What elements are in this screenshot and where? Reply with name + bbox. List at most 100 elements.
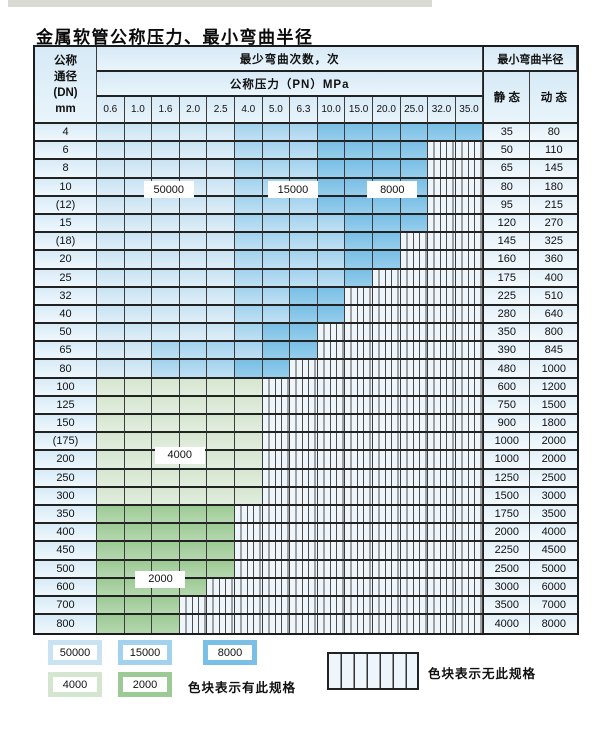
pressure-cell (179, 196, 208, 215)
pressure-cell (124, 214, 153, 234)
pressure-cell (345, 396, 373, 415)
pressure-cell (428, 287, 456, 306)
pressure-cell (262, 560, 291, 579)
pressure-cell (179, 142, 208, 161)
table-row: (12) 95 215 (35, 196, 578, 215)
pressure-cell (234, 433, 263, 452)
pressure-cell (124, 142, 153, 161)
table-row: (175) 1000 2000 (35, 433, 578, 452)
dn-cell: 350 (35, 505, 97, 525)
dynamic-radius-cell: 270 (530, 214, 578, 234)
pressure-cell (234, 214, 263, 234)
pressure-cell (152, 251, 180, 270)
pressure-cell (345, 214, 373, 234)
pressure-cell (152, 360, 180, 379)
pressure-cell (124, 360, 153, 379)
pressure-cell (124, 415, 153, 434)
pressure-cell (179, 360, 208, 379)
pressure-cell (372, 615, 401, 634)
pressure-cell (345, 615, 373, 634)
pressure-cell (179, 505, 208, 525)
pressure-cell (455, 324, 484, 343)
pressure-cell (372, 305, 401, 325)
pressure-cell (97, 196, 125, 215)
pressure-cell (290, 560, 318, 579)
pressure-cell (97, 415, 125, 434)
pressure-cell (317, 251, 346, 270)
pressure-cell (152, 615, 180, 634)
pressure-cell (262, 415, 291, 434)
pressure-cell (152, 196, 180, 215)
static-radius-cell: 2250 (483, 542, 531, 561)
pressure-cell (179, 396, 208, 415)
table-row: 25 175 400 (35, 269, 578, 288)
pressure-cell (428, 505, 456, 525)
pressure-cell (152, 396, 180, 415)
dynamic-radius-cell: 7000 (530, 596, 578, 616)
pressure-cell (455, 287, 484, 306)
no-spec-swatch (327, 652, 419, 690)
pressure-cell (262, 524, 291, 543)
pressure-cell (207, 578, 235, 597)
table-row: 80 480 1000 (35, 360, 578, 379)
pressure-cell (428, 269, 456, 288)
pressure-cell (455, 178, 484, 197)
table-row: 50 350 800 (35, 324, 578, 343)
dn-cell: 10 (35, 178, 97, 197)
static-radius-cell: 1000 (483, 433, 531, 452)
pressure-cell (372, 233, 401, 252)
pressure-cell (262, 269, 291, 288)
pressure-cell (179, 160, 208, 179)
pressure-cell (317, 178, 346, 197)
static-radius-cell: 480 (483, 360, 531, 379)
pressure-cell (234, 560, 263, 579)
pressure-cell (317, 596, 346, 616)
pressure-cell (428, 360, 456, 379)
pressure-cell (400, 578, 429, 597)
pressure-cell (207, 560, 235, 579)
pressure-cell (179, 433, 208, 452)
pressure-cell (428, 305, 456, 325)
pressure-cell (317, 433, 346, 452)
pressure-cell (428, 596, 456, 616)
dn-cell: 50 (35, 324, 97, 343)
pressure-cell (428, 196, 456, 215)
pressure-cell (262, 251, 291, 270)
static-radius-cell: 750 (483, 396, 531, 415)
table-row: 40 280 640 (35, 305, 578, 325)
static-radius-cell: 900 (483, 415, 531, 434)
pressure-cell (152, 287, 180, 306)
pressure-cell (207, 178, 235, 197)
pressure-cell (455, 469, 484, 488)
pressure-column-header: 0.6 (97, 97, 125, 124)
pressure-cell (428, 615, 456, 634)
pressure-cell (207, 505, 235, 525)
dynamic-radius-cell: 845 (530, 342, 578, 361)
pressure-cell (317, 287, 346, 306)
pressure-cell (290, 615, 318, 634)
pressure-cell (234, 396, 263, 415)
dn-cell: 300 (35, 487, 97, 506)
pressure-cell (428, 524, 456, 543)
pressure-cell (317, 378, 346, 397)
pressure-cell (455, 396, 484, 415)
pressure-cell (234, 615, 263, 634)
pressure-cell (428, 433, 456, 452)
dynamic-radius-cell: 3500 (530, 505, 578, 525)
pressure-cell (234, 451, 263, 470)
pressure-cell (124, 233, 153, 252)
pressure-cell (400, 251, 429, 270)
cycle-count-label: 4000 (154, 446, 205, 464)
pressure-column-header: 25.0 (400, 97, 429, 124)
dynamic-radius-cell: 8000 (530, 615, 578, 634)
pressure-cell (207, 160, 235, 179)
pressure-cell (455, 305, 484, 325)
dn-cell: 150 (35, 415, 97, 434)
pressure-cell (207, 196, 235, 215)
dn-cell: 65 (35, 342, 97, 361)
cycle-count-label: 50000 (143, 181, 194, 199)
pressure-cell (152, 269, 180, 288)
pressure-cell (262, 487, 291, 506)
pressure-cell (179, 378, 208, 397)
cycles-header: 最少弯曲次数，次 (97, 47, 484, 72)
